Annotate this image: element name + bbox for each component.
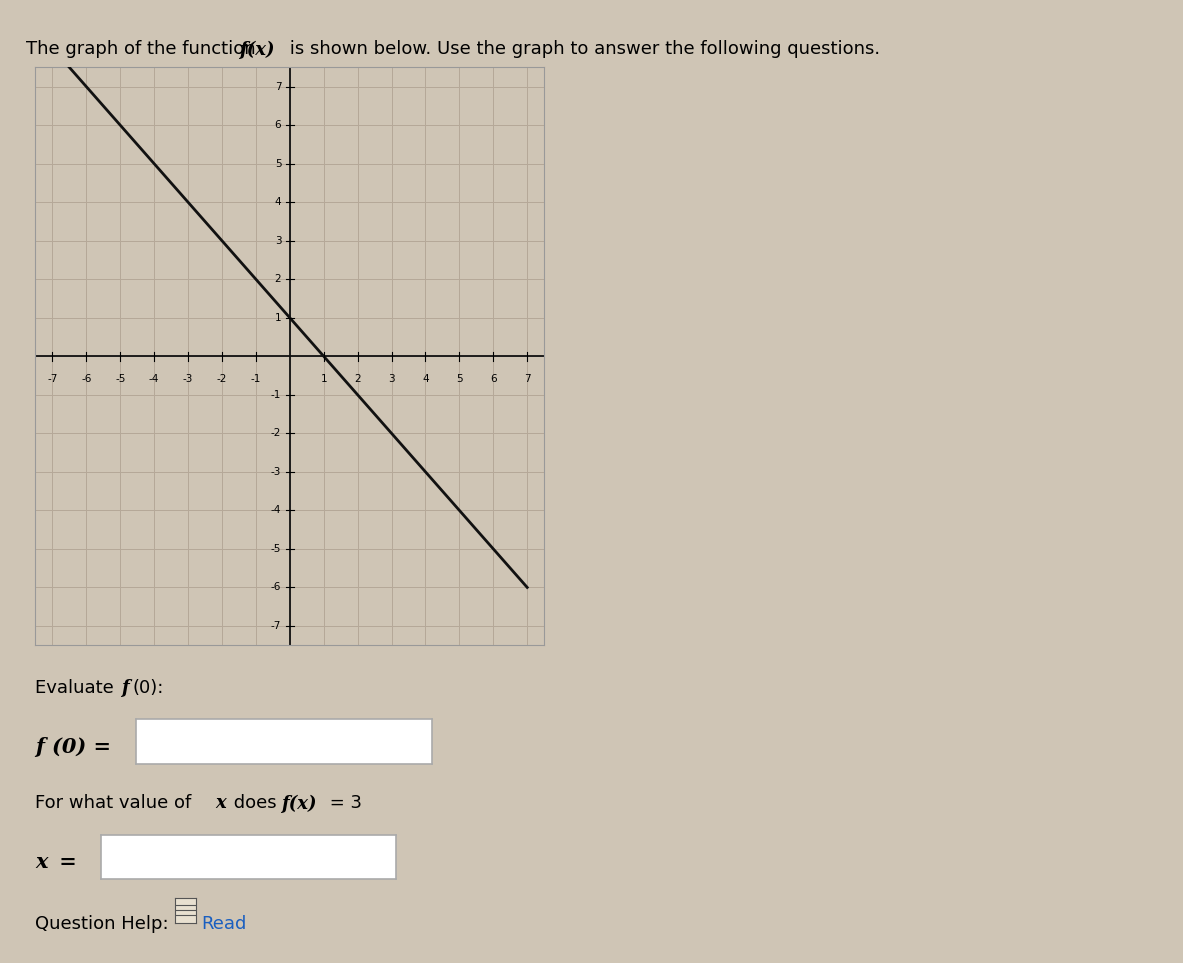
Text: f(x): f(x) [282, 794, 317, 813]
Text: -6: -6 [271, 583, 282, 592]
Text: x: x [35, 852, 49, 872]
Text: -3: -3 [183, 374, 193, 383]
Text: For what value of: For what value of [35, 794, 198, 813]
Text: Question Help:: Question Help: [35, 915, 169, 933]
Text: 5: 5 [457, 374, 463, 383]
Text: 3: 3 [388, 374, 395, 383]
Text: 3: 3 [274, 236, 282, 246]
Text: 2: 2 [355, 374, 361, 383]
Text: -1: -1 [251, 374, 261, 383]
Text: -2: -2 [271, 429, 282, 438]
Text: 5: 5 [274, 159, 282, 169]
Text: -6: -6 [82, 374, 91, 383]
Text: =: = [52, 852, 77, 872]
Text: The graph of the function: The graph of the function [26, 40, 261, 59]
Text: -4: -4 [149, 374, 160, 383]
Text: -5: -5 [115, 374, 125, 383]
Text: -4: -4 [271, 506, 282, 515]
Text: 7: 7 [524, 374, 530, 383]
Text: f: f [35, 737, 45, 757]
Text: -7: -7 [271, 621, 282, 631]
Text: x: x [215, 794, 226, 813]
Text: (0):: (0): [132, 679, 164, 697]
Text: -2: -2 [216, 374, 227, 383]
Text: does: does [228, 794, 283, 813]
Text: is shown below. Use the graph to answer the following questions.: is shown below. Use the graph to answer … [284, 40, 880, 59]
Text: 6: 6 [274, 120, 282, 130]
Text: -5: -5 [271, 544, 282, 554]
Text: 1: 1 [321, 374, 327, 383]
Text: 6: 6 [490, 374, 497, 383]
Text: Evaluate: Evaluate [35, 679, 119, 697]
Text: = 3: = 3 [324, 794, 362, 813]
Text: -3: -3 [271, 467, 282, 477]
Text: 4: 4 [274, 197, 282, 207]
Text: -7: -7 [47, 374, 58, 383]
Text: f(x): f(x) [239, 40, 274, 59]
Text: 7: 7 [274, 82, 282, 91]
Text: f: f [121, 679, 129, 697]
Text: 4: 4 [422, 374, 428, 383]
Text: -1: -1 [271, 390, 282, 400]
Text: (0) =: (0) = [52, 737, 111, 757]
Text: 2: 2 [274, 274, 282, 284]
Text: Read: Read [201, 915, 246, 933]
Text: 1: 1 [274, 313, 282, 323]
